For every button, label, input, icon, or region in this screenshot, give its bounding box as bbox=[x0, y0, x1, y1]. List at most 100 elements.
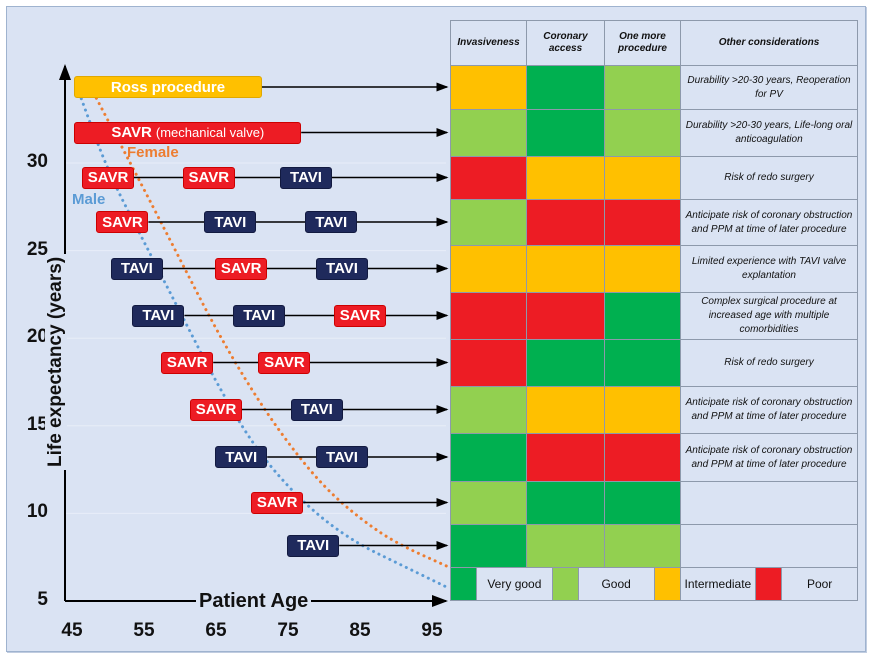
y-tick-label: 25 bbox=[26, 238, 48, 260]
rating-cell-invasiveness bbox=[451, 66, 527, 110]
rating-cell-one-more-procedure bbox=[605, 246, 681, 293]
x-axis-label: Patient Age bbox=[196, 590, 312, 613]
procedure-label: SAVR bbox=[188, 169, 230, 186]
rating-cell-coronary-access bbox=[527, 110, 605, 157]
rating-cell-one-more-procedure bbox=[605, 110, 681, 157]
rating-cell-coronary-access bbox=[527, 66, 605, 110]
female-curve-label: Female bbox=[127, 144, 179, 161]
female-curve bbox=[92, 91, 448, 568]
rating-cell-one-more-procedure bbox=[605, 66, 681, 110]
consideration-note: Durability >20-30 years, Reoperation for… bbox=[681, 66, 858, 110]
tavi-procedure-box: TAVI bbox=[233, 304, 286, 327]
tavi-procedure-box: TAVI bbox=[290, 398, 343, 421]
consideration-note: Durability >20-30 years, Life-long oral … bbox=[681, 110, 858, 157]
procedure-label: TAVI bbox=[214, 213, 247, 231]
x-tick-label: 45 bbox=[61, 620, 83, 641]
tavi-procedure-box: TAVI bbox=[305, 211, 358, 233]
legend-swatch-poor bbox=[756, 568, 783, 601]
savr-procedure-box: SAVR bbox=[334, 304, 386, 327]
rating-cell-coronary-access bbox=[527, 387, 605, 434]
procedure-label: TAVI bbox=[142, 307, 175, 324]
savr-procedure-box: SAVR bbox=[96, 211, 149, 233]
x-tick-label: 75 bbox=[277, 620, 299, 641]
rating-cell-invasiveness bbox=[451, 110, 527, 157]
tavi-procedure-box: TAVI bbox=[204, 211, 257, 233]
savr-procedure-box: SAVR bbox=[161, 351, 214, 374]
rating-cell-one-more-procedure bbox=[605, 340, 681, 387]
procedure-label: SAVR bbox=[111, 124, 152, 141]
rating-cell-invasiveness bbox=[451, 200, 527, 246]
legend-swatch-intermediate bbox=[654, 568, 681, 601]
y-tick-label: 15 bbox=[26, 413, 48, 435]
savr-procedure-box: SAVR bbox=[251, 491, 304, 514]
procedure-label: TAVI bbox=[225, 448, 258, 466]
procedure-label: SAVR bbox=[339, 307, 381, 324]
procedure-label: SAVR bbox=[195, 401, 237, 418]
savr-procedure-box: SAVR bbox=[190, 398, 242, 421]
x-tick-label: 65 bbox=[205, 620, 227, 641]
ross-procedure-box: Ross procedure bbox=[74, 76, 262, 98]
tavi-procedure-box: TAVI bbox=[215, 446, 268, 468]
y-axis-label: Life expectancy (years) bbox=[45, 253, 67, 470]
procedure-label: SAVR bbox=[220, 260, 262, 277]
consideration-note bbox=[681, 525, 858, 568]
savr-procedure-box: SAVR bbox=[215, 257, 268, 280]
rating-cell-invasiveness bbox=[451, 293, 527, 340]
x-tick-label: 95 bbox=[421, 620, 443, 641]
rating-cell-coronary-access bbox=[527, 525, 605, 568]
tavi-procedure-box: TAVI bbox=[316, 446, 368, 468]
procedure-label: TAVI bbox=[120, 260, 153, 277]
rating-cell-coronary-access bbox=[527, 482, 605, 525]
procedure-label: TAVI bbox=[300, 401, 333, 418]
rating-cell-coronary-access bbox=[527, 246, 605, 293]
rating-cell-coronary-access bbox=[527, 340, 605, 387]
consideration-note bbox=[681, 482, 858, 525]
rating-cell-invasiveness bbox=[451, 525, 527, 568]
y-tick-label: 5 bbox=[37, 589, 48, 610]
tavi-procedure-box: TAVI bbox=[110, 257, 163, 280]
rating-cell-invasiveness bbox=[451, 246, 527, 293]
y-tick-label: 20 bbox=[26, 326, 48, 348]
procedure-label: TAVI bbox=[326, 448, 358, 466]
legend-label: Poor bbox=[782, 568, 858, 601]
rating-cell-invasiveness bbox=[451, 340, 527, 387]
table-header-cell: Coronary access bbox=[527, 21, 605, 66]
procedure-label: TAVI bbox=[315, 213, 348, 231]
savr-procedure-box: SAVR bbox=[82, 166, 134, 189]
legend-swatch-very-good bbox=[451, 568, 477, 601]
tavi-procedure-box: TAVI bbox=[316, 257, 368, 280]
rating-cell-one-more-procedure bbox=[605, 293, 681, 340]
rating-cell-coronary-access bbox=[527, 434, 605, 482]
procedure-label: SAVR bbox=[102, 213, 143, 231]
tavi-procedure-box: TAVI bbox=[287, 534, 340, 557]
rating-cell-coronary-access bbox=[527, 293, 605, 340]
rating-cell-coronary-access bbox=[527, 157, 605, 200]
rating-cell-invasiveness bbox=[451, 387, 527, 434]
consideration-note: Complex surgical procedure at increased … bbox=[681, 293, 858, 340]
x-tick-label: 85 bbox=[349, 620, 371, 641]
savr-procedure-box: SAVR bbox=[182, 166, 235, 189]
table-header-cell: Invasiveness bbox=[451, 21, 527, 66]
procedure-label: TAVI bbox=[243, 307, 276, 324]
rating-cell-invasiveness bbox=[451, 434, 527, 482]
y-tick-label: 30 bbox=[26, 151, 48, 172]
legend-swatch-good bbox=[552, 568, 579, 601]
rating-cell-one-more-procedure bbox=[605, 525, 681, 568]
male-curve-label: Male bbox=[72, 191, 106, 208]
tavi-procedure-box: TAVI bbox=[280, 166, 332, 189]
consideration-note: Limited experience with TAVI valve expla… bbox=[681, 246, 858, 293]
consideration-note: Risk of redo surgery bbox=[681, 340, 858, 387]
legend-label: Intermediate bbox=[680, 568, 757, 601]
procedure-label: SAVR bbox=[264, 354, 305, 371]
rating-cell-one-more-procedure bbox=[605, 157, 681, 200]
consideration-note: Anticipate risk of coronary obstruction … bbox=[681, 200, 858, 246]
savr-procedure-box: SAVR bbox=[258, 351, 311, 374]
table-header-cell: Other considerations bbox=[681, 21, 858, 66]
consideration-note: Risk of redo surgery bbox=[681, 157, 858, 200]
rating-cell-one-more-procedure bbox=[605, 200, 681, 246]
legend-label: Very good bbox=[477, 568, 553, 601]
procedure-label: Ross procedure bbox=[110, 78, 226, 96]
procedure-label: SAVR bbox=[256, 494, 298, 511]
procedure-label: SAVR bbox=[87, 169, 129, 186]
x-tick-label: 55 bbox=[133, 620, 155, 641]
